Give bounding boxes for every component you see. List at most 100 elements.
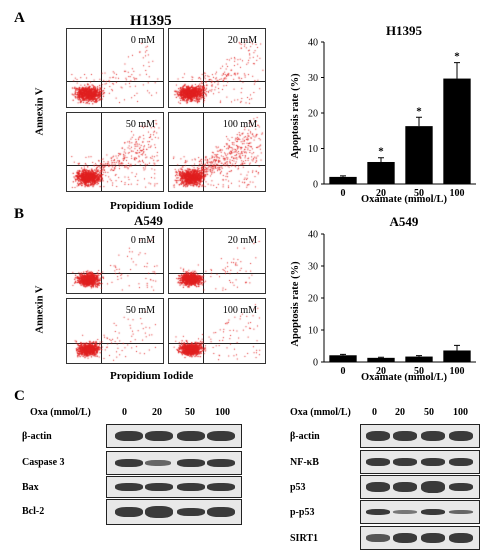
error-bar — [416, 116, 422, 127]
error-bar — [378, 157, 384, 162]
lane-label: 20 — [152, 407, 162, 418]
error-bar — [454, 344, 460, 351]
flow-ylabel-b: Annexin V — [34, 285, 46, 334]
protein-label: p-p53 — [290, 507, 315, 518]
panel-letter-b: B — [14, 206, 25, 222]
error-bar — [378, 356, 384, 358]
error-bar — [416, 355, 422, 357]
flow-cytometry-grid-b: 0 mM 20 mM 50 mM 100 mM — [66, 228, 266, 368]
dose-label: 50 mM — [125, 305, 155, 316]
blot-strip-left-2 — [106, 451, 242, 475]
blot-strip-left-4 — [106, 499, 242, 525]
dose-label: 20 mM — [227, 35, 257, 46]
y-tick-label: 40 — [308, 38, 318, 49]
bar — [367, 357, 395, 362]
blot-strip-left-3 — [106, 476, 242, 498]
blot-strip-left-1 — [106, 424, 242, 448]
bar — [443, 350, 471, 362]
blot-strip-right-4 — [360, 500, 480, 524]
y-tick-label: 10 — [308, 144, 318, 155]
chart-title: A549 — [390, 214, 419, 229]
flow-plot-b-0: 0 mM — [66, 228, 164, 294]
dose-label: 0 mM — [130, 235, 155, 246]
lane-label: 50 — [424, 407, 434, 418]
y-tick-label: 40 — [308, 230, 318, 241]
dose-label: 20 mM — [227, 235, 257, 246]
flow-cytometry-grid-a: 0 mM 20 mM 50 mM 100 mM — [66, 28, 266, 198]
dose-label: 100 mM — [222, 119, 257, 130]
significance-marker: * — [454, 51, 460, 63]
lane-label: 20 — [395, 407, 405, 418]
y-tick-label: 10 — [308, 326, 318, 337]
bar — [329, 176, 357, 184]
dose-label: 0 mM — [130, 35, 155, 46]
oxa-header-left: Oxa (mmol/L) — [30, 407, 91, 418]
y-tick-label: 30 — [308, 73, 318, 84]
x-tick-label: 20 — [376, 366, 386, 377]
blot-strip-right-5 — [360, 526, 480, 550]
flow-plot-a-0: 0 mM — [66, 28, 164, 108]
blot-strip-right-3 — [360, 475, 480, 499]
x-tick-label: 100 — [450, 188, 465, 199]
lane-label: 100 — [453, 407, 468, 418]
lane-label: 0 — [372, 407, 377, 418]
dose-label: 100 mM — [222, 305, 257, 316]
protein-label: SIRT1 — [290, 533, 318, 544]
flow-xlabel-b: Propidium Iodide — [110, 370, 194, 382]
x-tick-label: 100 — [450, 366, 465, 377]
significance-marker: * — [378, 146, 384, 158]
blot-strip-right-2 — [360, 450, 480, 474]
dose-label: 50 mM — [125, 119, 155, 130]
protein-label: Bax — [22, 482, 39, 493]
y-tick-label: 30 — [308, 262, 318, 273]
flow-xlabel-a: Propidium Iodide — [110, 200, 194, 212]
lane-label: 50 — [185, 407, 195, 418]
x-tick-label: 0 — [341, 188, 346, 199]
y-tick-label: 0 — [313, 358, 318, 369]
lane-label: 100 — [215, 407, 230, 418]
protein-label: p53 — [290, 482, 306, 493]
chart-xlabel: Oxamate (mmol/L) — [361, 194, 448, 205]
y-tick-label: 0 — [313, 180, 318, 191]
y-tick-label: 20 — [308, 294, 318, 305]
flow-plot-a-100: 100 mM — [168, 112, 266, 192]
chart-h1395: H1395 Apoptosis rate (%) 0 10 20 30 40 0 * 20 *… — [290, 23, 476, 205]
bar — [367, 161, 395, 184]
flow-plot-a-50: 50 mM — [66, 112, 164, 192]
panel-letter-a: A — [14, 10, 25, 26]
bar — [329, 355, 357, 362]
protein-label: NF-κB — [290, 457, 319, 468]
flow-plot-b-50: 50 mM — [66, 298, 164, 364]
x-tick-label: 0 — [341, 366, 346, 377]
y-tick-label: 20 — [308, 109, 318, 120]
flow-plot-a-20: 20 mM — [168, 28, 266, 108]
x-tick-label: 50 — [414, 366, 424, 377]
chart-ylabel: Apoptosis rate (%) — [290, 73, 301, 159]
protein-label: β-actin — [22, 431, 52, 442]
bar — [405, 126, 433, 184]
flow-ylabel-a: Annexin V — [34, 87, 46, 136]
x-tick-label: 50 — [414, 188, 424, 199]
protein-label: β-actin — [290, 431, 320, 442]
flow-plot-b-100: 100 mM — [168, 298, 266, 364]
flow-title-a549: A549 — [134, 213, 163, 228]
flow-title-h1395: H1395 — [130, 13, 172, 29]
error-bar — [340, 175, 346, 177]
flow-plot-b-20: 20 mM — [168, 228, 266, 294]
bar — [443, 78, 471, 184]
significance-marker: * — [416, 105, 422, 117]
error-bar — [454, 62, 460, 79]
chart-a549: A549 Apoptosis rate (%) 0 10 20 30 40 0 20 50 1… — [290, 214, 476, 383]
chart-ylabel: Apoptosis rate (%) — [290, 261, 301, 347]
chart-title: H1395 — [386, 23, 423, 38]
blot-strip-right-1 — [360, 424, 480, 448]
error-bar — [340, 353, 346, 356]
oxa-header-right: Oxa (mmol/L) — [290, 407, 351, 418]
bar — [405, 356, 433, 362]
lane-label: 0 — [122, 407, 127, 418]
protein-label: Caspase 3 — [22, 457, 65, 468]
x-tick-label: 20 — [376, 188, 386, 199]
chart-xlabel: Oxamate (mmol/L) — [361, 372, 448, 383]
panel-letter-c: C — [14, 388, 25, 404]
protein-label: Bcl-2 — [22, 506, 45, 517]
